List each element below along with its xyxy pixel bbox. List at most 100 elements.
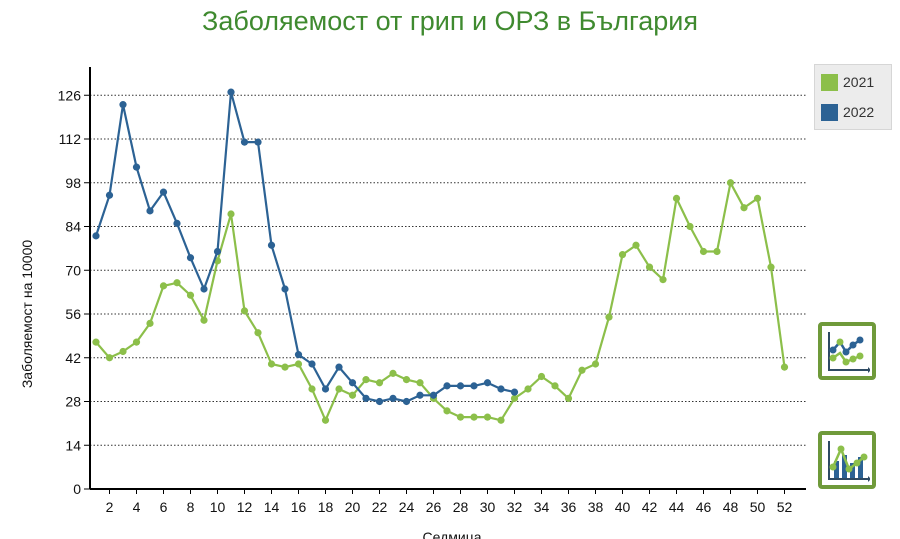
data-point-2021-w11 [227, 210, 235, 218]
data-point-2022-w13 [254, 138, 262, 146]
data-point-2022-w30 [483, 379, 492, 387]
data-point-2022-w27 [443, 382, 451, 390]
data-point-2022-w6 [159, 188, 168, 196]
line-chart-icon [828, 332, 870, 373]
data-point-2022-w21 [362, 394, 370, 402]
data-point-2022-w1 [92, 232, 100, 240]
data-point-2021-w47 [713, 247, 721, 256]
data-point-2021-w42 [645, 263, 654, 271]
x-tick-label-20: 20 [345, 499, 361, 515]
data-point-2021-w16 [294, 360, 303, 368]
data-point-2021-w33 [524, 385, 532, 393]
data-point-2022-w19 [335, 363, 343, 371]
data-point-2022-w14 [267, 241, 276, 249]
legend-swatch-2022 [821, 103, 838, 121]
x-tick-label-18: 18 [318, 499, 334, 515]
data-point-2021-w5 [146, 319, 154, 327]
y-tick-label-126: 126 [58, 87, 82, 103]
data-point-2021-w52 [780, 363, 789, 371]
x-tick-label-12: 12 [237, 499, 253, 515]
data-point-2021-w2 [105, 354, 114, 362]
x-tick-label-4: 4 [133, 499, 141, 515]
data-point-2021-w49 [740, 204, 748, 212]
x-tick-label-42: 42 [642, 499, 658, 515]
data-point-2022-w3 [119, 101, 127, 109]
y-tick-label-70: 70 [65, 262, 81, 278]
x-tick-label-36: 36 [561, 499, 577, 515]
series-2022 [92, 88, 519, 406]
data-point-2022-w25 [416, 391, 424, 399]
data-point-2022-w22 [375, 397, 384, 406]
data-point-2022-w10 [213, 247, 222, 256]
data-point-2021-w1 [92, 338, 100, 346]
data-point-2022-w2 [105, 191, 114, 199]
grid-lines [90, 94, 806, 446]
legend-label-2021: 2021 [843, 74, 875, 90]
data-point-2021-w31 [497, 416, 505, 424]
data-point-2021-w36 [564, 394, 573, 402]
axes [84, 67, 806, 494]
data-point-2022-w26 [429, 391, 438, 399]
data-point-2021-w20 [348, 391, 357, 399]
data-point-2021-w6 [159, 282, 168, 290]
x-tick-label-10: 10 [210, 499, 226, 515]
data-point-2022-w7 [173, 219, 181, 227]
data-point-2021-w40 [618, 251, 627, 259]
data-point-2022-w4 [132, 163, 141, 171]
x-tick-label-34: 34 [534, 499, 550, 515]
x-tick-label-8: 8 [187, 499, 195, 515]
data-point-2022-w15 [281, 285, 289, 293]
data-series [92, 88, 789, 424]
data-point-2021-w4 [132, 338, 141, 346]
y-tick-label-84: 84 [65, 219, 81, 235]
line-chart-button[interactable] [818, 322, 876, 380]
data-point-2021-w23 [389, 369, 397, 377]
legend: 2021 2022 [814, 64, 892, 130]
series-2021 [92, 179, 789, 424]
data-point-2021-w7 [173, 279, 181, 287]
legend-item-2021[interactable]: 2021 [821, 71, 874, 93]
bar-line-chart-button[interactable] [818, 431, 876, 489]
x-tick-label-30: 30 [480, 499, 496, 515]
y-tick-label-0: 0 [73, 481, 81, 497]
x-tick-label-52: 52 [777, 499, 793, 515]
x-tick-label-14: 14 [264, 499, 280, 515]
data-point-2021-w13 [254, 329, 262, 337]
x-tick-label-44: 44 [669, 499, 685, 515]
data-point-2021-w8 [186, 291, 195, 299]
x-axis-label: Седмица [422, 529, 481, 539]
x-tick-label-32: 32 [507, 499, 523, 515]
data-point-2021-w21 [362, 376, 370, 384]
x-tick-label-38: 38 [588, 499, 604, 515]
x-tick-label-16: 16 [291, 499, 307, 515]
data-point-2021-w3 [119, 347, 127, 356]
x-tick-label-24: 24 [399, 499, 415, 515]
data-point-2021-w44 [672, 194, 681, 202]
data-point-2022-w28 [456, 382, 465, 390]
data-point-2022-w5 [146, 207, 154, 215]
x-tick-label-40: 40 [615, 499, 631, 515]
data-point-2022-w31 [497, 385, 505, 393]
data-point-2021-w35 [551, 382, 559, 390]
y-tick-label-56: 56 [65, 306, 81, 322]
data-point-2022-w18 [321, 385, 330, 393]
data-point-2022-w12 [240, 138, 249, 146]
data-point-2021-w17 [308, 385, 316, 393]
data-point-2021-w41 [632, 241, 640, 249]
y-tick-label-14: 14 [65, 437, 81, 453]
y-tick-label-98: 98 [65, 175, 81, 191]
data-point-2022-w17 [308, 360, 316, 368]
data-point-2022-w16 [294, 351, 303, 359]
x-tick-label-26: 26 [426, 499, 442, 515]
legend-item-2022[interactable]: 2022 [821, 101, 874, 123]
data-point-2022-w29 [470, 382, 478, 390]
data-point-2022-w11 [227, 88, 235, 96]
data-point-2021-w24 [402, 376, 411, 384]
data-point-2021-w32 [510, 394, 519, 402]
y-tick-label-42: 42 [65, 350, 81, 366]
data-point-2022-w24 [402, 397, 411, 406]
data-point-2021-w22 [375, 379, 384, 387]
data-point-2021-w38 [591, 360, 600, 368]
data-point-2022-w20 [348, 379, 357, 387]
